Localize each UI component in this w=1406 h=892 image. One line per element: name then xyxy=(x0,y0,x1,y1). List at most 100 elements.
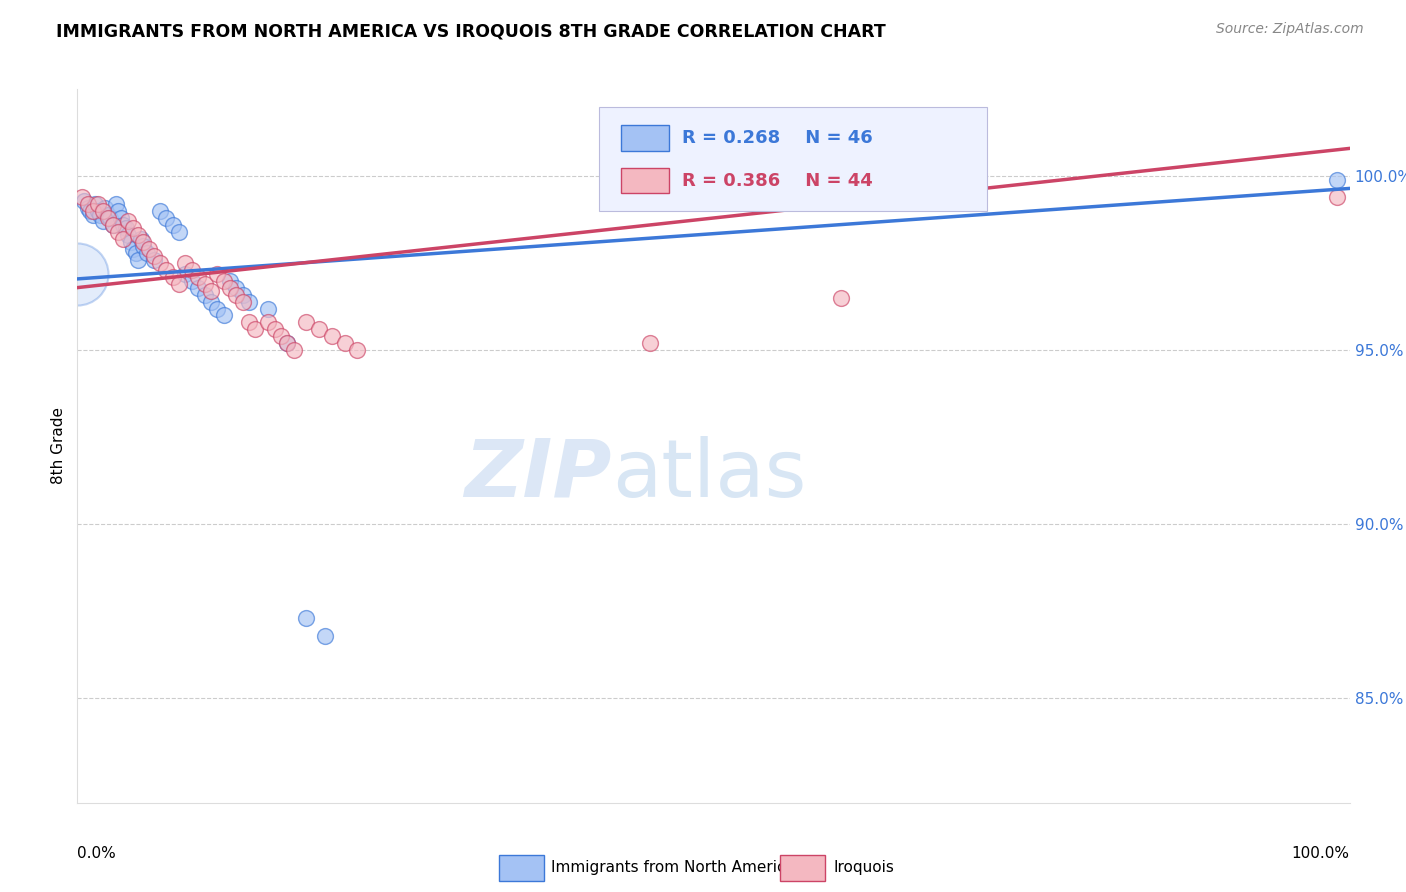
Point xyxy=(245,322,267,336)
Point xyxy=(180,274,202,288)
Point xyxy=(219,280,242,294)
Point xyxy=(155,263,177,277)
Point xyxy=(1326,190,1348,204)
Point xyxy=(295,611,318,625)
Text: Iroquois: Iroquois xyxy=(834,861,894,875)
Point xyxy=(136,245,159,260)
Point xyxy=(263,322,285,336)
Text: Source: ZipAtlas.com: Source: ZipAtlas.com xyxy=(1216,22,1364,37)
Point xyxy=(79,204,101,219)
Point xyxy=(346,343,368,358)
FancyBboxPatch shape xyxy=(620,125,669,151)
Point xyxy=(132,235,155,250)
Point xyxy=(107,204,129,219)
Point xyxy=(129,232,152,246)
Point xyxy=(117,214,139,228)
Point xyxy=(276,336,298,351)
Point xyxy=(138,243,160,257)
Point xyxy=(82,207,104,221)
Point xyxy=(174,256,197,270)
Point xyxy=(155,211,177,225)
Point xyxy=(101,218,124,232)
Point xyxy=(257,301,280,316)
Point xyxy=(174,267,197,281)
Point xyxy=(82,204,104,219)
Point xyxy=(212,274,235,288)
Point xyxy=(207,301,229,316)
Point xyxy=(225,287,247,301)
Point xyxy=(187,280,209,294)
Point xyxy=(219,274,242,288)
Point xyxy=(76,201,98,215)
Point xyxy=(200,294,222,309)
Point xyxy=(180,263,202,277)
Point xyxy=(232,294,254,309)
Text: IMMIGRANTS FROM NORTH AMERICA VS IROQUOIS 8TH GRADE CORRELATION CHART: IMMIGRANTS FROM NORTH AMERICA VS IROQUOI… xyxy=(56,22,886,40)
Point xyxy=(125,245,148,260)
Text: atlas: atlas xyxy=(612,435,806,514)
Point xyxy=(112,232,135,246)
Point xyxy=(127,228,149,243)
Point xyxy=(86,197,108,211)
Point xyxy=(149,204,172,219)
Point xyxy=(97,211,120,225)
Point xyxy=(142,252,165,267)
Text: R = 0.386    N = 44: R = 0.386 N = 44 xyxy=(682,171,873,189)
Point xyxy=(321,329,343,343)
Point xyxy=(207,267,229,281)
Point xyxy=(270,329,292,343)
Point xyxy=(66,267,89,281)
Point xyxy=(72,190,94,204)
Point xyxy=(127,252,149,267)
Point xyxy=(86,204,108,219)
Point xyxy=(104,197,127,211)
Point xyxy=(114,221,136,235)
Point xyxy=(112,218,135,232)
Point xyxy=(149,256,172,270)
Text: 100.0%: 100.0% xyxy=(1292,846,1350,861)
Point xyxy=(100,211,122,225)
Point xyxy=(142,249,165,263)
Point xyxy=(107,225,129,239)
Point xyxy=(120,235,142,250)
Text: Immigrants from North America: Immigrants from North America xyxy=(551,861,794,875)
Point xyxy=(295,315,318,329)
Point xyxy=(162,218,184,232)
Point xyxy=(283,343,305,358)
FancyBboxPatch shape xyxy=(620,168,669,194)
Point xyxy=(167,225,190,239)
Point xyxy=(97,207,120,221)
Point xyxy=(232,287,254,301)
Text: R = 0.268    N = 46: R = 0.268 N = 46 xyxy=(682,128,873,146)
Point xyxy=(194,287,217,301)
Point xyxy=(122,221,145,235)
Point xyxy=(76,197,98,211)
Point xyxy=(276,336,298,351)
Point xyxy=(73,194,96,208)
Point xyxy=(89,207,111,221)
Text: 0.0%: 0.0% xyxy=(77,846,117,861)
Point xyxy=(84,197,107,211)
Point xyxy=(110,211,132,225)
Point xyxy=(91,214,114,228)
Text: ZIP: ZIP xyxy=(464,435,612,514)
FancyBboxPatch shape xyxy=(599,107,987,211)
Point xyxy=(91,204,114,219)
Point xyxy=(314,629,336,643)
Point xyxy=(257,315,280,329)
Point xyxy=(830,291,852,305)
Point xyxy=(167,277,190,292)
Point xyxy=(638,336,661,351)
Point xyxy=(308,322,330,336)
Point xyxy=(94,201,117,215)
Point xyxy=(187,270,209,285)
Point xyxy=(238,294,260,309)
Point xyxy=(132,239,155,253)
Point xyxy=(117,228,139,243)
Point xyxy=(194,277,217,292)
Point xyxy=(1326,172,1348,186)
Y-axis label: 8th Grade: 8th Grade xyxy=(51,408,66,484)
Point xyxy=(212,309,235,323)
Point xyxy=(225,280,247,294)
Point xyxy=(162,270,184,285)
